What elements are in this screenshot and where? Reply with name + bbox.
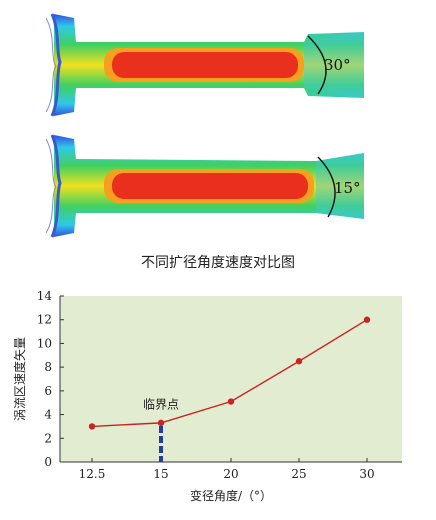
series-layer (88, 316, 371, 430)
y-tick-label: 4 (44, 408, 52, 422)
pipe-flow-body (46, 134, 364, 238)
data-point (88, 423, 96, 430)
line-chart: 0 2 4 6 8 10 12 14 12.5 15 20 25 30 涡流区速度矢量 变径角度/（°）… (12, 289, 402, 503)
velocity-contour-30deg: 30° (46, 13, 364, 117)
data-point (157, 419, 165, 427)
y-tick-label: 8 (44, 360, 52, 374)
angle-arc (307, 35, 327, 95)
x-tick-label: 20 (223, 467, 238, 481)
pipe-flow-body (46, 13, 364, 117)
plot-background (60, 296, 402, 462)
angle-label: 15° (334, 179, 361, 197)
data-point (295, 358, 303, 365)
y-tick-label: 0 (44, 455, 52, 469)
critical-point-label: 临界点 (143, 398, 179, 412)
tick-labels: 0 2 4 6 8 10 12 14 12.5 15 20 25 30 (37, 289, 375, 481)
y-tick-label: 6 (44, 384, 52, 398)
angle-arc (317, 156, 336, 218)
x-tick-label: 12.5 (79, 467, 106, 481)
y-tick-label: 12 (37, 313, 52, 327)
velocity-contour-15deg: 15° (46, 134, 364, 238)
y-axis-label: 涡流区速度矢量 (12, 337, 27, 421)
y-tick-label: 10 (37, 336, 52, 350)
figure-caption: 不同扩径角度速度对比图 (141, 255, 295, 271)
y-tick-label: 2 (44, 431, 52, 445)
x-tick-label: 15 (153, 467, 168, 481)
angle-label: 30° (324, 56, 351, 74)
data-point (363, 316, 371, 323)
data-point (227, 398, 235, 405)
x-tick-label: 30 (359, 467, 374, 481)
axes (59, 295, 402, 463)
x-tick-label: 25 (291, 467, 306, 481)
y-tick-label: 14 (37, 289, 53, 303)
x-axis-label: 变径角度/（°） (190, 488, 272, 503)
